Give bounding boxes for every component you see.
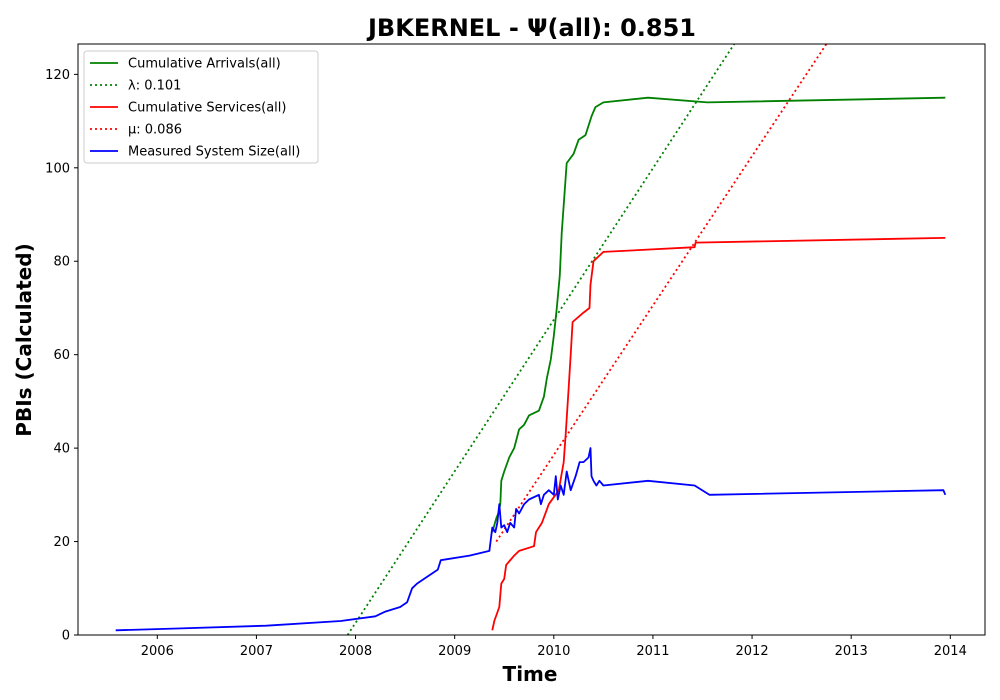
y-tick-label: 0 [62, 629, 70, 644]
x-tick-label: 2009 [438, 644, 471, 659]
legend-box [83, 50, 319, 164]
series-measured-system-size-all [115, 447, 947, 632]
x-tick-label: 2007 [240, 644, 273, 659]
legend-label: Measured System Size(all) [128, 145, 300, 160]
legend-label: Cumulative Services(all) [128, 101, 286, 116]
plot-area-frame [77, 43, 986, 636]
ticks-layer: 2006 2007 2008 2009 2010 2011 2012 2013 2014 0 20 4… [45, 68, 967, 659]
y-tick-label: 80 [53, 255, 70, 270]
x-tick-label: 2011 [636, 644, 669, 659]
x-tick-label: 2006 [141, 644, 174, 659]
legend-label: Cumulative Arrivals(all) [128, 57, 281, 72]
x-tick-label: 2014 [934, 644, 967, 659]
y-tick-label: 100 [45, 161, 70, 176]
y-tick-label: 40 [53, 442, 70, 457]
series-layer [115, 44, 947, 635]
y-axis-title: PBIs (Calculated) [12, 243, 36, 436]
x-tick-label: 2010 [537, 644, 570, 659]
series-cumulative-services-all [491, 237, 946, 631]
y-tick-label: 60 [53, 348, 70, 363]
series-0-101 [346, 44, 735, 635]
y-tick-label: 120 [45, 68, 70, 83]
x-tick-label: 2013 [835, 644, 868, 659]
x-axis-title: Time [503, 662, 558, 686]
series-0-086 [495, 44, 828, 543]
legend-label: λ: 0.101 [128, 79, 181, 94]
x-tick-label: 2012 [736, 644, 769, 659]
y-tick-label: 20 [53, 535, 70, 550]
x-tick-label: 2008 [339, 644, 372, 659]
series-cumulative-arrivals-all [491, 96, 946, 533]
legend: Cumulative Arrivals(all) λ: 0.101 Cumulati… [83, 50, 319, 164]
chart-title: JBKERNEL - Ψ(all): 0.851 [366, 14, 696, 42]
legend-label: μ: 0.086 [128, 123, 182, 138]
